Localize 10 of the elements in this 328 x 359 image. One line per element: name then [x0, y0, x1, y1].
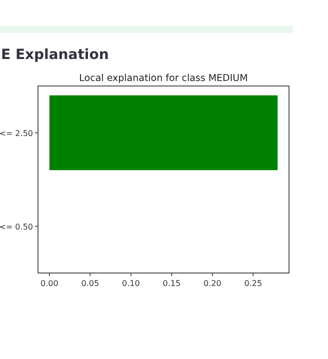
x-tick-label: 0.25: [244, 279, 262, 288]
x-tick-label: 0.10: [122, 279, 140, 288]
chart-title: Local explanation for class MEDIUM: [79, 73, 248, 84]
x-tick-label: 0.15: [162, 279, 181, 288]
x-tick-label: 0.05: [81, 279, 100, 288]
y-tick-label: <= 2.50: [0, 128, 33, 138]
y-tick-label: <= 0.50: [0, 222, 33, 232]
x-tick-label: 0.00: [40, 279, 58, 288]
text: E Explanation: [1, 47, 109, 63]
x-tick-label: 0.20: [203, 279, 222, 288]
